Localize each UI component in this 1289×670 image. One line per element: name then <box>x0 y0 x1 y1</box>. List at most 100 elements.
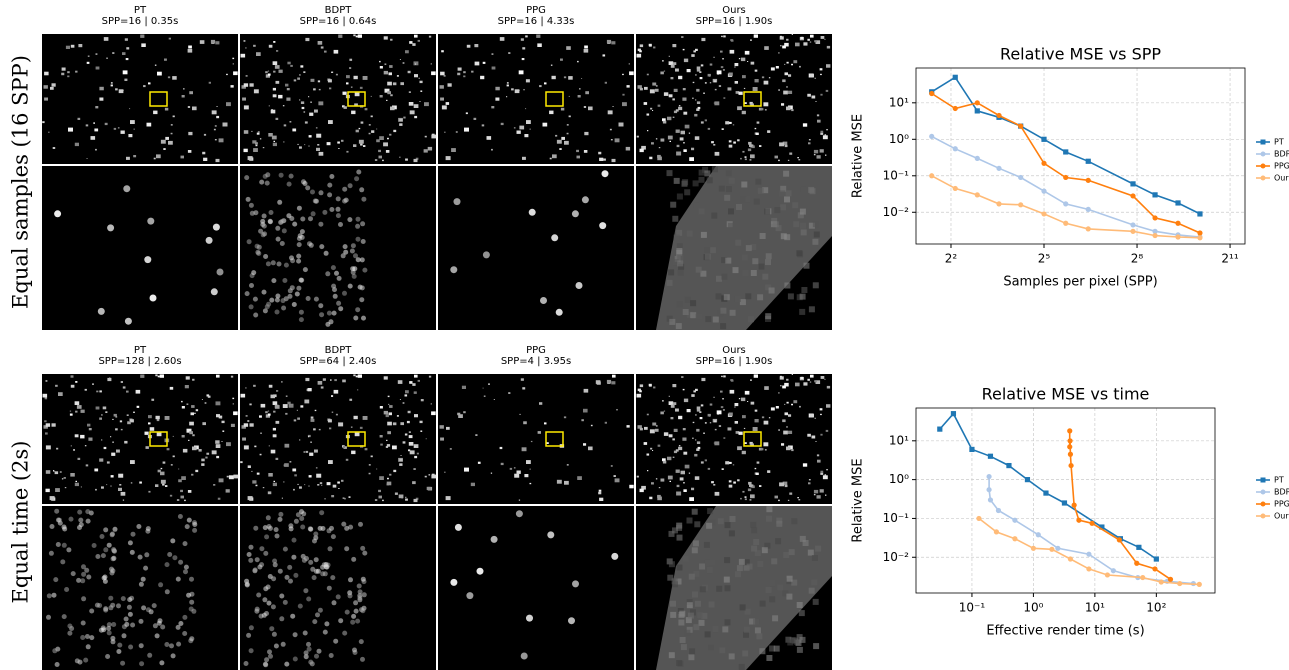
crop-noise <box>686 311 693 318</box>
render-speck <box>441 50 444 53</box>
render-speck <box>324 50 327 53</box>
render-speck <box>778 499 780 502</box>
render-speck <box>310 441 312 443</box>
render-speck <box>303 111 306 113</box>
crop-spot <box>111 547 117 552</box>
render-speck <box>389 133 392 136</box>
render-speck <box>272 482 277 487</box>
render-speck <box>259 415 262 418</box>
render-speck <box>707 73 711 77</box>
render-speck <box>799 405 801 408</box>
render-speck <box>683 489 687 492</box>
crop-spot <box>205 236 213 244</box>
render-speck <box>247 465 251 468</box>
crop-spot <box>547 531 555 539</box>
crop-noise <box>672 215 679 222</box>
render-speck <box>273 410 276 413</box>
crop-noise <box>756 633 763 640</box>
crop-noise <box>738 663 745 670</box>
y-tick-label: 10⁰ <box>889 132 909 146</box>
render-speck <box>265 71 268 74</box>
crop-spot <box>267 525 273 531</box>
render-speck <box>117 127 120 129</box>
render-speck <box>791 403 793 406</box>
render-speck <box>396 75 399 77</box>
crop-spot <box>264 534 270 540</box>
render-speck <box>696 448 700 451</box>
crop-spot <box>263 254 269 259</box>
render-speck <box>172 76 177 80</box>
render-speck <box>784 72 788 76</box>
render-speck <box>744 158 747 161</box>
data-point <box>1018 174 1024 181</box>
crop-spot <box>360 608 366 614</box>
render-speck <box>730 39 734 42</box>
render-speck <box>520 38 524 41</box>
crop-noise <box>720 323 727 330</box>
render-speck <box>260 403 266 408</box>
render-speck <box>755 132 759 135</box>
render-speck <box>159 374 164 378</box>
render-speck <box>791 449 794 452</box>
render-speck <box>783 430 788 435</box>
crop-spot <box>275 225 281 231</box>
crop-spot <box>362 267 368 273</box>
render-speck <box>348 496 351 498</box>
crop-noise <box>752 258 759 265</box>
render-speck <box>636 53 642 58</box>
render-speck <box>583 150 588 153</box>
render-speck <box>335 413 338 416</box>
crop-spot <box>310 211 316 217</box>
crop-noise <box>719 647 726 654</box>
crop-spot <box>210 288 218 296</box>
crop-spot <box>159 660 165 666</box>
render-speck <box>782 141 788 146</box>
crop-spot <box>244 291 250 297</box>
render-speck <box>42 393 48 398</box>
data-point <box>952 74 958 80</box>
crop-noise <box>689 648 696 655</box>
crop-spot <box>103 607 109 613</box>
render-speck <box>652 82 657 86</box>
render-speck <box>544 82 547 85</box>
render-speck <box>704 459 707 462</box>
render-speck <box>683 398 689 403</box>
render-speck <box>53 470 55 472</box>
render-speck <box>145 446 149 449</box>
crop-noise <box>679 637 686 643</box>
render-speck <box>308 135 312 138</box>
render-speck <box>226 475 229 478</box>
crop-noise <box>680 644 687 651</box>
crop-spot <box>256 592 262 598</box>
crop-spot <box>102 578 108 584</box>
render-speck <box>333 49 339 54</box>
render-speck <box>699 411 702 413</box>
render-speck <box>160 467 163 470</box>
crop-spot <box>323 250 329 256</box>
render-speck <box>807 93 811 97</box>
data-point <box>1130 181 1136 187</box>
render-speck <box>463 75 466 78</box>
crop-noise <box>732 267 739 274</box>
render-speck <box>118 89 124 94</box>
render-speck <box>614 478 620 483</box>
render-speck <box>232 403 234 405</box>
render-speck <box>826 385 831 389</box>
render-speck <box>714 151 720 156</box>
crop-spot <box>317 607 323 613</box>
crop-spot <box>551 234 559 242</box>
render-speck <box>662 460 667 464</box>
render-speck <box>267 413 271 416</box>
render-speck <box>819 68 823 71</box>
render-speck <box>126 156 130 160</box>
crop-spot <box>81 571 87 577</box>
data-point <box>1085 206 1091 212</box>
render-speck <box>444 131 446 133</box>
crop-spot <box>123 185 131 193</box>
crop-spot <box>296 253 302 259</box>
render-speck <box>257 131 260 133</box>
render-speck <box>402 62 405 64</box>
crop-spot <box>362 550 368 556</box>
crop-spot <box>526 614 533 622</box>
legend-label: PT <box>1274 138 1284 147</box>
